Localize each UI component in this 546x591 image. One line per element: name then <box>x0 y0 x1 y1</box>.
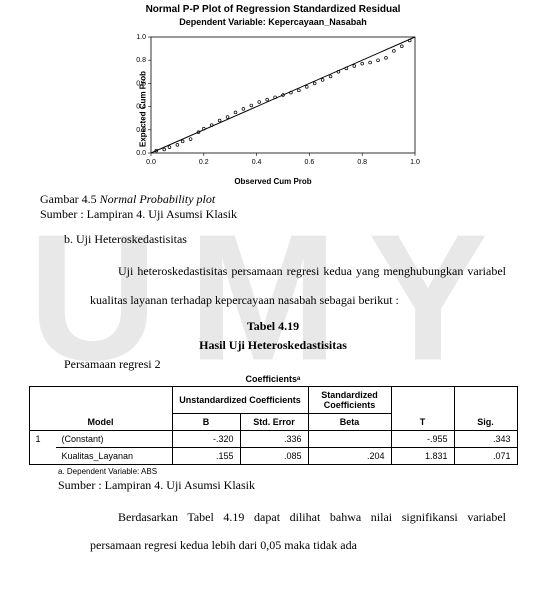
col-unstd: Unstandardized Coefficients <box>172 386 308 413</box>
chart-subtitle: Dependent Variable: Kepercayaan_Nasabah <box>0 17 546 27</box>
y-axis-label: Expected Cum Prob <box>139 70 148 146</box>
cell-t: -.955 <box>391 430 454 447</box>
page-content: Normal P-P Plot of Regression Standardiz… <box>0 4 546 560</box>
col-sig: Sig. <box>454 386 517 430</box>
x-axis-label: Observed Cum Prob <box>123 177 423 186</box>
section-heading: b. Uji Heteroskedastisitas <box>64 232 546 247</box>
coefficients-title: Coefficientsᵃ <box>0 374 546 384</box>
caption-italic: Normal Probability plot <box>100 192 216 206</box>
cell-t: 1.831 <box>391 447 454 464</box>
col-model: Model <box>29 386 172 430</box>
col-b: B <box>172 413 240 430</box>
cell-beta <box>308 430 391 447</box>
col-se: Std. Error <box>240 413 308 430</box>
row-label: Kualitas_Layanan <box>56 447 173 464</box>
para1-line3: nasabah sebagai berikut : <box>278 293 399 307</box>
svg-text:0.0: 0.0 <box>146 159 156 166</box>
cell-sig: .071 <box>454 447 517 464</box>
svg-text:0.8: 0.8 <box>136 57 146 64</box>
figure-source: Sumber : Lampiran 4. Uji Asumsi Klasik <box>40 207 546 222</box>
svg-text:0.8: 0.8 <box>357 159 367 166</box>
col-beta: Beta <box>308 413 391 430</box>
dependent-note: a. Dependent Variable: ABS <box>58 467 546 476</box>
caption-prefix: Gambar 4.5 <box>40 192 100 206</box>
paragraph-2: Berdasarkan Tabel 4.19 dapat dilihat bah… <box>90 503 506 561</box>
coefficients-table: Model Unstandardized Coefficients Standa… <box>29 386 518 465</box>
svg-text:1.0: 1.0 <box>136 34 146 41</box>
para1-line1: Uji heteroskedastisitas persamaan regres… <box>118 264 379 278</box>
cell-beta: .204 <box>308 447 391 464</box>
equation-label: Persamaan regresi 2 <box>64 357 546 372</box>
model-num: 1 <box>29 430 56 464</box>
chart-svg: 0.00.20.40.60.81.00.00.20.40.60.81.0 <box>123 31 423 171</box>
pp-plot: Expected Cum Prob 0.0 0.2 0.4 0.6 0.8 1.0 0.0 0… <box>123 31 423 186</box>
svg-text:0.2: 0.2 <box>199 159 209 166</box>
cell-se: .085 <box>240 447 308 464</box>
cell-b: .155 <box>172 447 240 464</box>
svg-text:0.6: 0.6 <box>305 159 315 166</box>
row-label: (Constant) <box>56 430 173 447</box>
table-number: Tabel 4.19 <box>0 319 546 334</box>
cell-se: .336 <box>240 430 308 447</box>
svg-text:0.0: 0.0 <box>136 150 146 157</box>
svg-text:1.0: 1.0 <box>410 159 420 166</box>
cell-sig: .343 <box>454 430 517 447</box>
table-row: Kualitas_Layanan .155 .085 .204 1.831 .0… <box>29 447 517 464</box>
chart-title: Normal P-P Plot of Regression Standardiz… <box>0 4 546 15</box>
cell-b: -.320 <box>172 430 240 447</box>
figure-caption: Gambar 4.5 Normal Probability plot <box>40 192 546 207</box>
table-name: Hasil Uji Heteroskedastisitas <box>0 338 546 353</box>
table-header-row-1: Model Unstandardized Coefficients Standa… <box>29 386 517 413</box>
table-row: 1 (Constant) -.320 .336 -.955 .343 <box>29 430 517 447</box>
paragraph-1: Uji heteroskedastisitas persamaan regres… <box>90 257 506 315</box>
para2-line1: Berdasarkan Tabel 4.19 dapat dilihat bah… <box>118 510 458 524</box>
svg-text:0.4: 0.4 <box>252 159 262 166</box>
col-t: T <box>391 386 454 430</box>
col-std: Standardized Coefficients <box>308 386 391 413</box>
table-source: Sumber : Lampiran 4. Uji Asumsi Klasik <box>58 478 546 493</box>
